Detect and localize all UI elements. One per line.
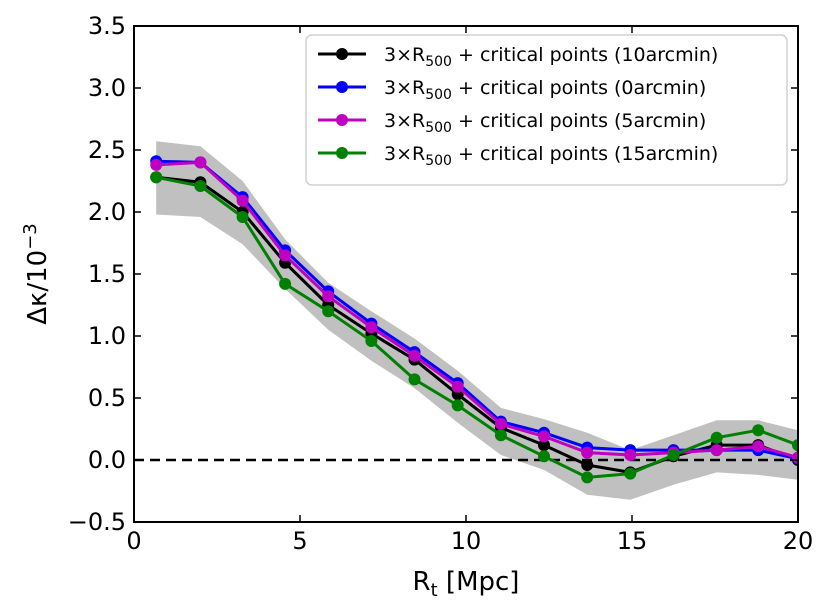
legend-marker-0arcmin bbox=[336, 81, 348, 93]
error-band bbox=[156, 141, 798, 500]
y-tick-label: 2.0 bbox=[88, 198, 126, 226]
y-tick-label: 0.0 bbox=[88, 446, 126, 474]
data-point-15arcmin bbox=[451, 399, 464, 412]
x-tick-label: 0 bbox=[126, 527, 141, 555]
data-point-5arcmin bbox=[451, 380, 464, 393]
data-point-15arcmin bbox=[710, 431, 723, 444]
data-point-5arcmin bbox=[710, 444, 723, 457]
data-point-5arcmin bbox=[581, 446, 594, 459]
data-point-15arcmin bbox=[494, 429, 507, 442]
data-point-5arcmin bbox=[538, 430, 550, 443]
data-point-15arcmin bbox=[667, 449, 680, 461]
data-point-15arcmin bbox=[408, 373, 421, 386]
data-point-10arcmin bbox=[538, 439, 550, 452]
data-point-15arcmin bbox=[792, 439, 798, 452]
y-tick-label: 3.0 bbox=[88, 74, 126, 102]
legend-box bbox=[305, 34, 788, 186]
data-point-15arcmin bbox=[236, 211, 249, 223]
data-point-5arcmin bbox=[194, 156, 207, 169]
data-point-5arcmin bbox=[752, 440, 765, 453]
x-tick-label: 5 bbox=[292, 527, 307, 555]
data-point-5arcmin bbox=[322, 290, 335, 303]
legend-label-10arcmin: 3×R500 + critical points (10arcmin) bbox=[384, 44, 718, 70]
data-point-10arcmin bbox=[581, 459, 594, 471]
data-point-15arcmin bbox=[279, 277, 292, 290]
legend-label-0arcmin: 3×R500 + critical points (0arcmin) bbox=[384, 77, 706, 103]
y-tick-label: −0.5 bbox=[68, 508, 126, 536]
data-point-15arcmin bbox=[150, 171, 163, 184]
legend-marker-15arcmin bbox=[336, 147, 348, 159]
data-point-5arcmin bbox=[150, 158, 163, 171]
y-tick-label: 3.5 bbox=[88, 12, 126, 40]
legend-label-15arcmin: 3×R500 + critical points (15arcmin) bbox=[384, 143, 718, 169]
data-point-5arcmin bbox=[279, 249, 292, 262]
data-point-5arcmin bbox=[236, 194, 249, 207]
y-tick-label: 2.5 bbox=[88, 136, 126, 164]
data-point-15arcmin bbox=[538, 450, 550, 463]
legend: 3×R500 + critical points (10arcmin) 3×R50… bbox=[305, 34, 788, 186]
data-point-5arcmin bbox=[494, 418, 507, 430]
data-point-15arcmin bbox=[581, 471, 594, 484]
legend-label-5arcmin: 3×R500 + critical points (5arcmin) bbox=[384, 110, 706, 136]
x-tick-label: 10 bbox=[451, 527, 482, 555]
y-axis-label: Δκ/10−3 bbox=[20, 223, 53, 325]
legend-marker-5arcmin bbox=[336, 114, 348, 126]
x-axis-label: Rt [Mpc] bbox=[413, 567, 520, 601]
x-tick-label: 20 bbox=[783, 527, 814, 555]
legend-marker-10arcmin bbox=[336, 48, 348, 60]
x-tick-label: 15 bbox=[617, 527, 648, 555]
data-point-5arcmin bbox=[624, 449, 637, 461]
y-tick-label: 1.0 bbox=[88, 322, 126, 350]
y-tick-label: 1.5 bbox=[88, 260, 126, 288]
series-line-15arcmin bbox=[155, 175, 798, 479]
data-point-15arcmin bbox=[322, 305, 335, 318]
series-line-5arcmin bbox=[156, 160, 798, 459]
data-point-15arcmin bbox=[365, 335, 378, 347]
data-point-5arcmin bbox=[408, 349, 421, 362]
y-tick-label: 0.5 bbox=[88, 384, 126, 412]
data-point-15arcmin bbox=[624, 467, 637, 480]
data-point-15arcmin bbox=[752, 424, 765, 437]
data-point-5arcmin bbox=[365, 321, 378, 334]
data-point-15arcmin bbox=[194, 180, 207, 192]
